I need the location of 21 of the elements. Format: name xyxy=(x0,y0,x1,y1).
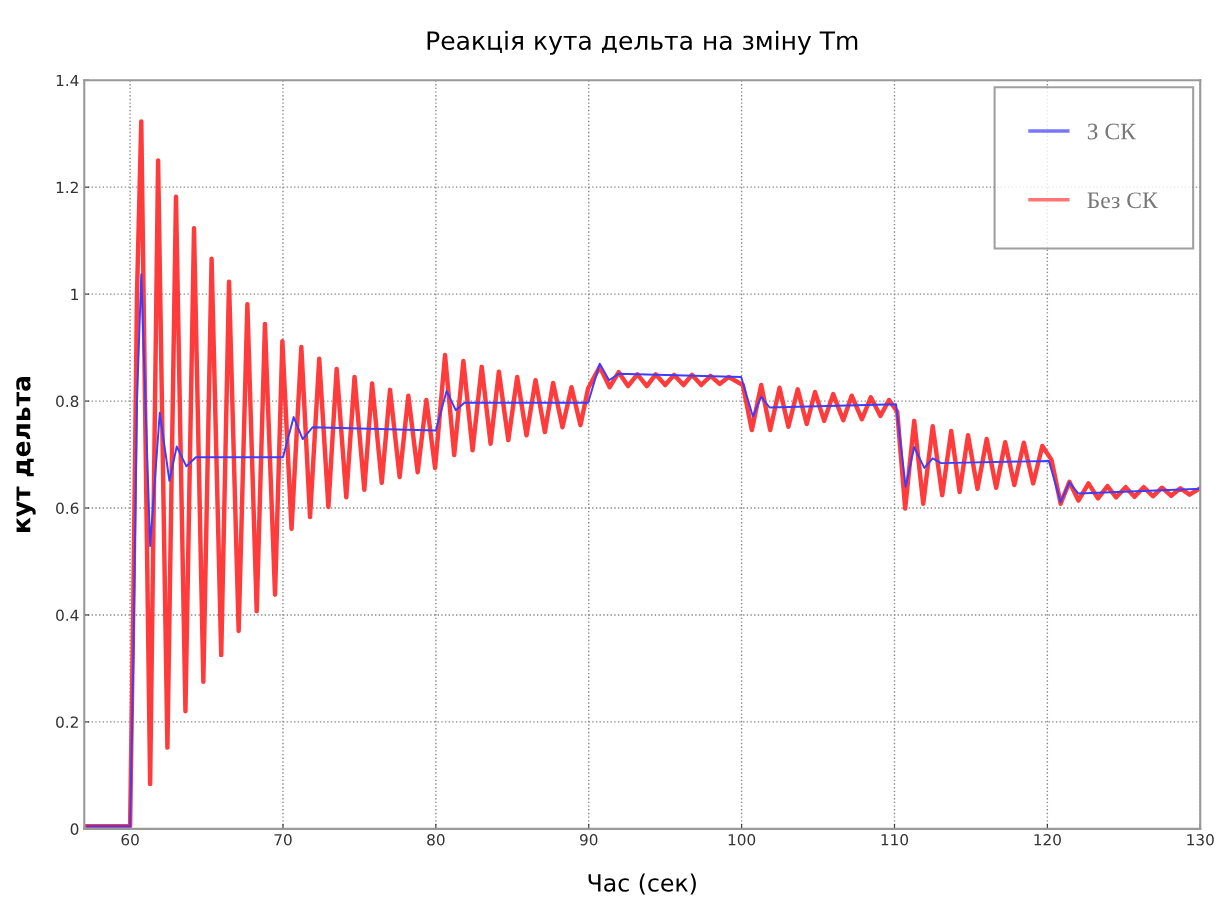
y-tick-label: 0 xyxy=(70,823,79,835)
y-tick-label: 0.6 xyxy=(56,502,79,515)
x-tick-label: 70 xyxy=(274,834,292,846)
x-tick-label: 90 xyxy=(579,834,598,846)
y-tick-label: 0.4 xyxy=(56,609,79,621)
y-tick-label: 1 xyxy=(71,288,78,300)
legend-label: З СК xyxy=(1087,123,1136,140)
x-axis-title: Час (сек) xyxy=(588,873,696,895)
y-axis-title: кут дельта xyxy=(16,376,36,532)
y-tick-label: 1.4 xyxy=(56,74,79,87)
y-tick-label: 0.8 xyxy=(56,395,79,408)
y-tick-label: 0.2 xyxy=(56,716,78,728)
x-tick-label: 100 xyxy=(728,834,756,846)
y-tick-label: 1.2 xyxy=(56,181,78,193)
x-tick-label: 80 xyxy=(427,834,445,846)
x-tick-label: 130 xyxy=(1187,834,1214,846)
legend-label: Без СК xyxy=(1087,192,1158,209)
x-tick-label: 60 xyxy=(121,834,139,846)
x-tick-label: 110 xyxy=(881,834,909,846)
chart-title: Реакція кута дельта на зміну Tm xyxy=(427,30,858,55)
x-tick-label: 120 xyxy=(1034,834,1061,846)
